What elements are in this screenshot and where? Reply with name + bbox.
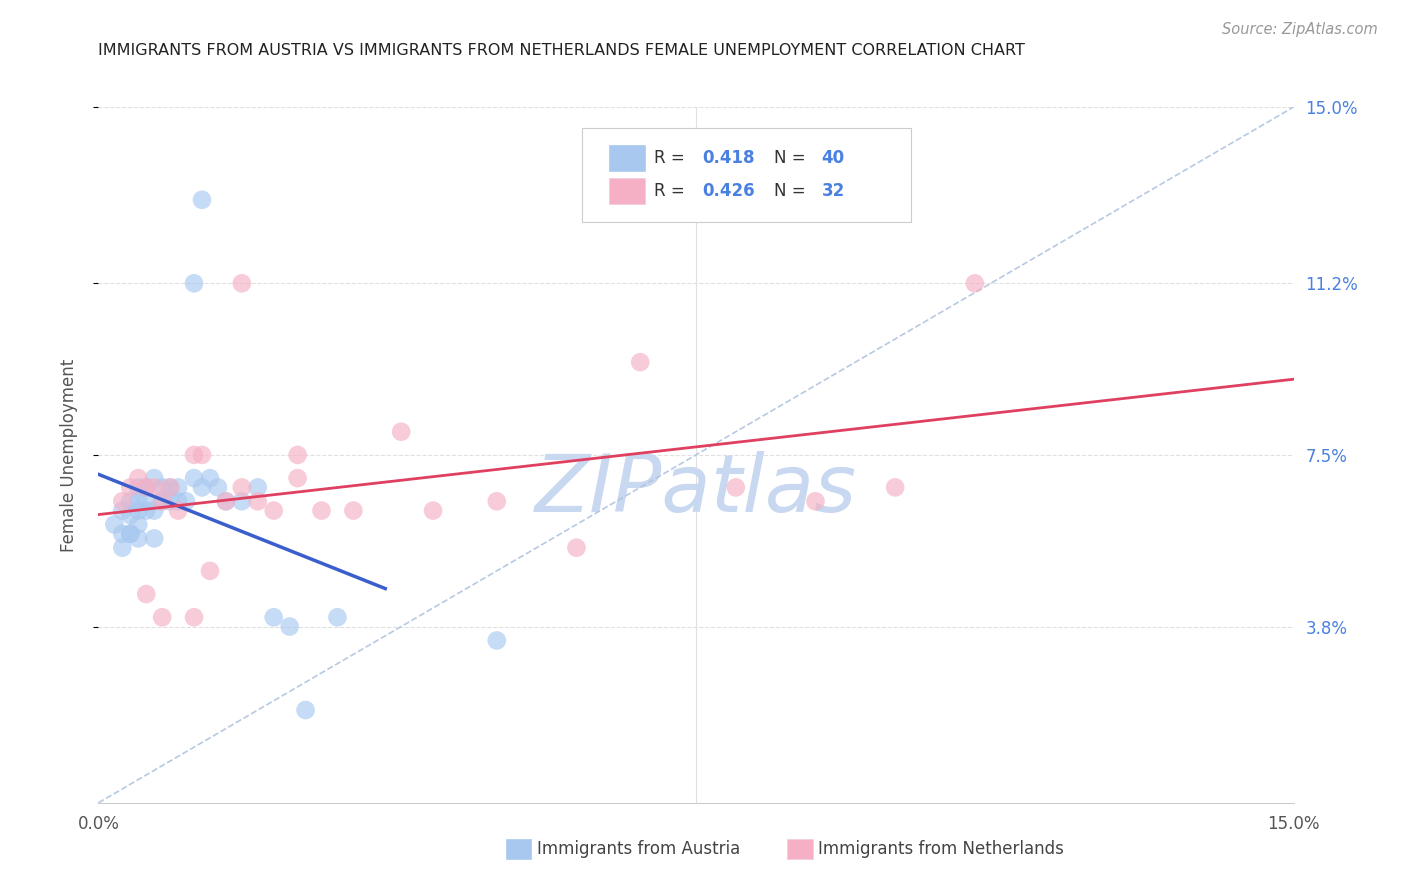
- Text: 32: 32: [821, 182, 845, 200]
- Text: 40: 40: [821, 149, 845, 167]
- Text: R =: R =: [654, 149, 690, 167]
- Point: [135, 480, 157, 494]
- Point: [183, 277, 205, 291]
- FancyBboxPatch shape: [609, 145, 644, 171]
- Point: [143, 503, 166, 517]
- Point: [565, 541, 588, 555]
- Text: IMMIGRANTS FROM AUSTRIA VS IMMIGRANTS FROM NETHERLANDS FEMALE UNEMPLOYMENT CORRE: IMMIGRANTS FROM AUSTRIA VS IMMIGRANTS FR…: [98, 43, 1025, 58]
- Point: [191, 480, 214, 494]
- Point: [191, 448, 214, 462]
- Point: [263, 610, 285, 624]
- Point: [287, 471, 309, 485]
- Point: [127, 532, 149, 546]
- Point: [422, 503, 444, 517]
- Point: [231, 480, 253, 494]
- Point: [111, 541, 134, 555]
- Point: [342, 503, 364, 517]
- Point: [143, 532, 166, 546]
- Text: R =: R =: [654, 182, 690, 200]
- Point: [231, 277, 253, 291]
- Point: [628, 355, 651, 369]
- Point: [174, 494, 197, 508]
- Point: [159, 480, 181, 494]
- Point: [111, 494, 134, 508]
- Point: [135, 494, 157, 508]
- Point: [183, 471, 205, 485]
- Point: [287, 448, 309, 462]
- Text: Source: ZipAtlas.com: Source: ZipAtlas.com: [1222, 22, 1378, 37]
- Point: [103, 517, 125, 532]
- Point: [183, 610, 205, 624]
- Text: Immigrants from Netherlands: Immigrants from Netherlands: [818, 840, 1064, 858]
- Point: [804, 494, 827, 508]
- FancyBboxPatch shape: [609, 178, 644, 204]
- Point: [159, 494, 181, 508]
- Point: [246, 480, 269, 494]
- Point: [120, 526, 142, 541]
- Point: [167, 494, 190, 508]
- Text: Immigrants from Austria: Immigrants from Austria: [537, 840, 741, 858]
- Point: [207, 480, 229, 494]
- Point: [278, 619, 301, 633]
- Text: N =: N =: [773, 149, 810, 167]
- Point: [215, 494, 238, 508]
- Point: [326, 610, 349, 624]
- Point: [485, 494, 508, 508]
- Point: [127, 503, 149, 517]
- Point: [127, 517, 149, 532]
- Point: [159, 480, 181, 494]
- Text: 0.426: 0.426: [702, 182, 755, 200]
- Text: 0.418: 0.418: [702, 149, 755, 167]
- Y-axis label: Female Unemployment: Female Unemployment: [59, 359, 77, 551]
- Point: [135, 480, 157, 494]
- Point: [263, 503, 285, 517]
- Point: [191, 193, 214, 207]
- Point: [215, 494, 238, 508]
- Point: [389, 425, 412, 439]
- Point: [150, 494, 173, 508]
- Point: [167, 480, 190, 494]
- Point: [963, 277, 986, 291]
- Point: [120, 526, 142, 541]
- Point: [120, 480, 142, 494]
- Point: [111, 526, 134, 541]
- Point: [127, 471, 149, 485]
- Point: [150, 480, 173, 494]
- Point: [294, 703, 316, 717]
- Point: [127, 480, 149, 494]
- Point: [111, 503, 134, 517]
- Point: [120, 508, 142, 523]
- Point: [183, 448, 205, 462]
- Point: [485, 633, 508, 648]
- Point: [884, 480, 907, 494]
- Point: [120, 494, 142, 508]
- FancyBboxPatch shape: [582, 128, 911, 222]
- Point: [198, 564, 221, 578]
- Text: ZIPatlas: ZIPatlas: [534, 450, 858, 529]
- Point: [246, 494, 269, 508]
- Point: [135, 503, 157, 517]
- Point: [724, 480, 747, 494]
- Point: [311, 503, 333, 517]
- Point: [167, 503, 190, 517]
- Point: [135, 587, 157, 601]
- Point: [198, 471, 221, 485]
- Point: [150, 610, 173, 624]
- Point: [143, 480, 166, 494]
- Point: [231, 494, 253, 508]
- Text: N =: N =: [773, 182, 810, 200]
- Point: [127, 494, 149, 508]
- Point: [150, 494, 173, 508]
- Point: [143, 471, 166, 485]
